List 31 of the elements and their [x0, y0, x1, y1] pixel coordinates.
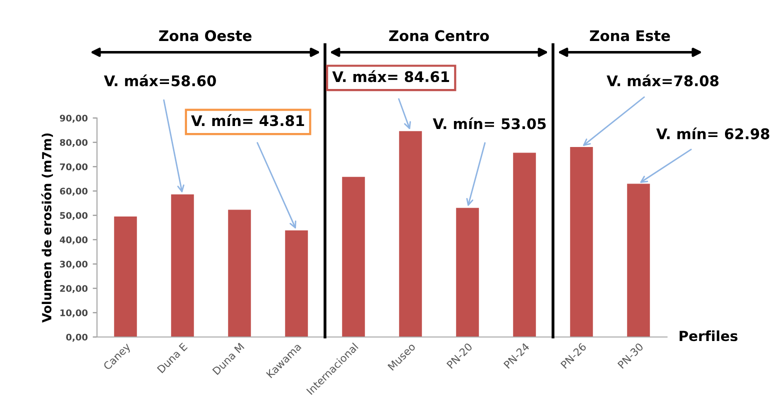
- y-axis-title: Volumen de erosión (m7m): [41, 133, 53, 323]
- annotation: V. mín= 62.98: [656, 127, 770, 140]
- text: Zona Este: [590, 30, 670, 42]
- annotation: V. máx=78.08: [606, 74, 719, 86]
- annotation: V. máx=58.60: [104, 74, 216, 86]
- y-tick-label: 80,00: [60, 139, 88, 148]
- bar: [114, 216, 137, 337]
- text: Zona Oeste: [159, 30, 252, 42]
- y-tick-label: 30,00: [60, 260, 88, 269]
- y-tick-label: 0,00: [66, 334, 88, 342]
- y-tick-label: 10,00: [60, 309, 88, 318]
- bar: [399, 131, 422, 337]
- bar: [513, 152, 536, 337]
- y-tick-label: 50,00: [60, 212, 88, 220]
- y-tick-label: 40,00: [60, 236, 88, 244]
- bar: [171, 194, 194, 337]
- y-tick-label: 70,00: [60, 163, 88, 172]
- bar: [342, 176, 365, 337]
- bar: [456, 208, 479, 337]
- annotation: V. mín= 53.05: [432, 117, 546, 130]
- y-tick-label: 20,00: [60, 285, 88, 294]
- annotation: V. mín= 43.81: [191, 114, 304, 126]
- bar: [570, 147, 593, 337]
- y-tick-label: 90,00: [60, 114, 88, 123]
- annotation: V. máx= 84.61: [332, 70, 450, 82]
- bar: [285, 230, 308, 337]
- text: Zona Centro: [389, 30, 489, 42]
- bar: [228, 210, 251, 337]
- bar: [627, 184, 650, 337]
- x-axis-title: Perfiles: [680, 330, 738, 342]
- y-tick-label: 60,00: [60, 188, 88, 196]
